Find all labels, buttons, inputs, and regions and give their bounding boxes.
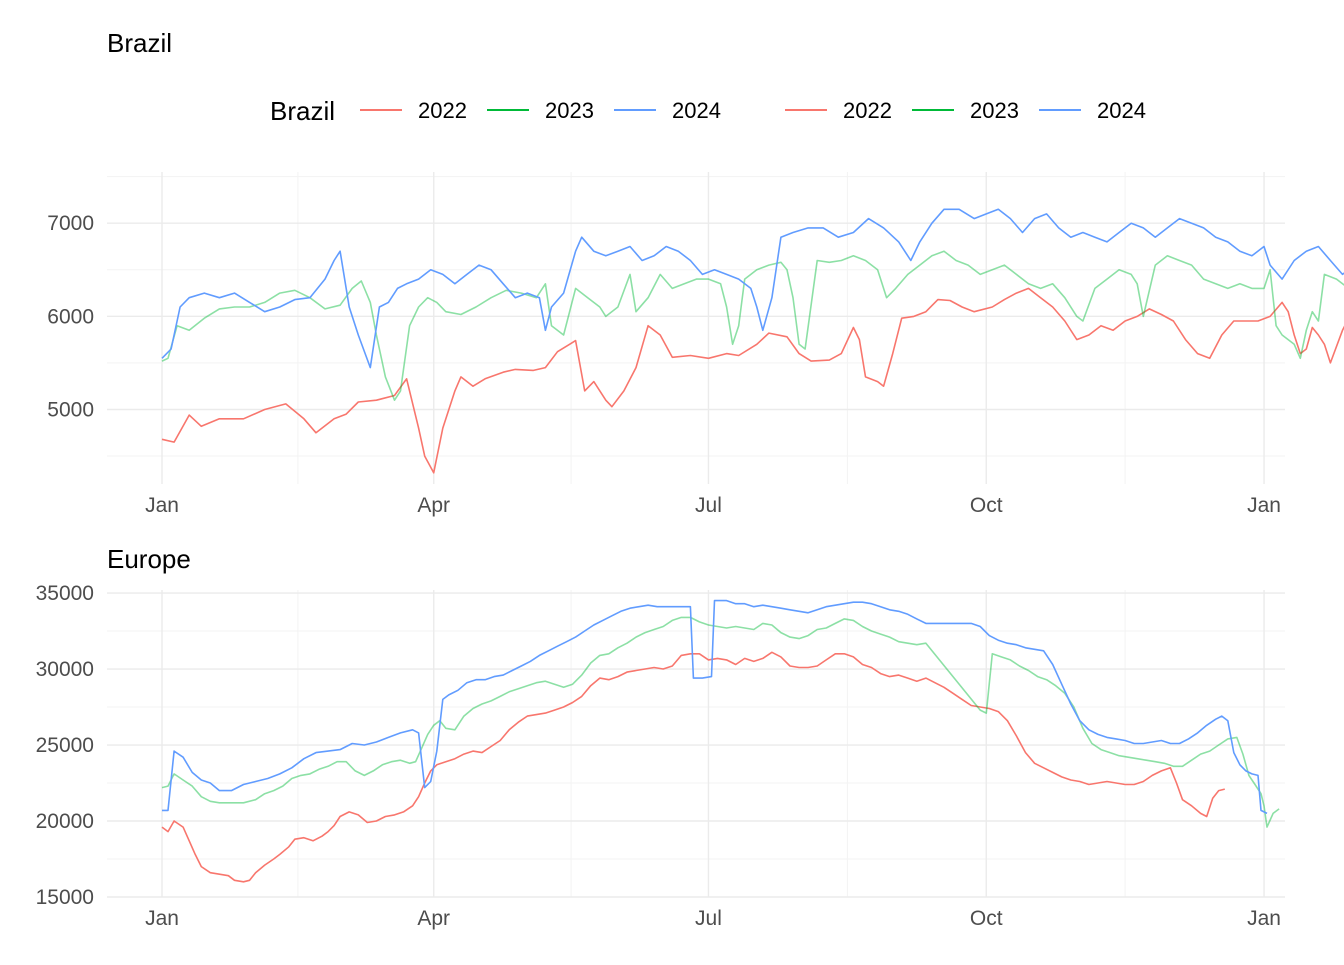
legend-label-1-2024: 2024 [1097, 98, 1146, 123]
y-tick-label-europe: 30000 [36, 658, 94, 681]
y-tick-label-europe: 20000 [36, 810, 94, 833]
series-line-brazil-2022 [161, 287, 1344, 474]
y-tick-label-europe: 15000 [36, 886, 94, 909]
y-tick-label-brazil: 6000 [47, 305, 94, 328]
x-tick-label-brazil: Jan [1247, 494, 1281, 517]
panel-europe: Jan Apr Jul Oct Jan 15000 20000 25000 30000 35000 [36, 582, 1285, 930]
x-tick-label-europe: Apr [417, 907, 450, 930]
x-tick-label-brazil: Oct [970, 494, 1003, 517]
legend: Brazil 2022 2023 2024 2022 2023 2024 [270, 96, 1146, 126]
legend-title: Brazil [270, 96, 335, 126]
y-tick-label-europe: 35000 [36, 582, 94, 605]
panel-brazil: Jan Apr Jul Oct Jan 5000 6000 7000 [47, 172, 1344, 517]
y-tick-label-brazil: 5000 [47, 398, 94, 421]
panel-title-brazil: Brazil [107, 28, 172, 58]
panel-title-europe: Europe [107, 544, 191, 574]
legend-label-0-2023: 2023 [545, 98, 594, 123]
legend-label-0-2024: 2024 [672, 98, 721, 123]
grid-brazil [107, 172, 1285, 484]
x-tick-label-europe: Jul [695, 907, 722, 930]
series-line-europe-2024 [162, 599, 1268, 815]
legend-label-1-2023: 2023 [970, 98, 1019, 123]
x-tick-label-brazil: Jan [145, 494, 179, 517]
x-tick-label-brazil: Apr [417, 494, 450, 517]
legend-label-0-2022: 2022 [418, 98, 467, 123]
legend-label-1-2022: 2022 [843, 98, 892, 123]
series-line-brazil-2023 [161, 250, 1344, 401]
x-tick-label-brazil: Jul [695, 494, 722, 517]
x-tick-label-europe: Jan [1247, 907, 1281, 930]
y-tick-label-europe: 25000 [36, 734, 94, 757]
series-line-europe-2023 [161, 616, 1280, 828]
y-tick-label-brazil: 7000 [47, 212, 94, 235]
grid-europe [107, 590, 1285, 898]
x-tick-label-europe: Oct [970, 907, 1003, 930]
series-line-europe-2022 [161, 651, 1225, 883]
series-line-brazil-2024 [161, 208, 1344, 369]
x-tick-label-europe: Jan [145, 907, 179, 930]
